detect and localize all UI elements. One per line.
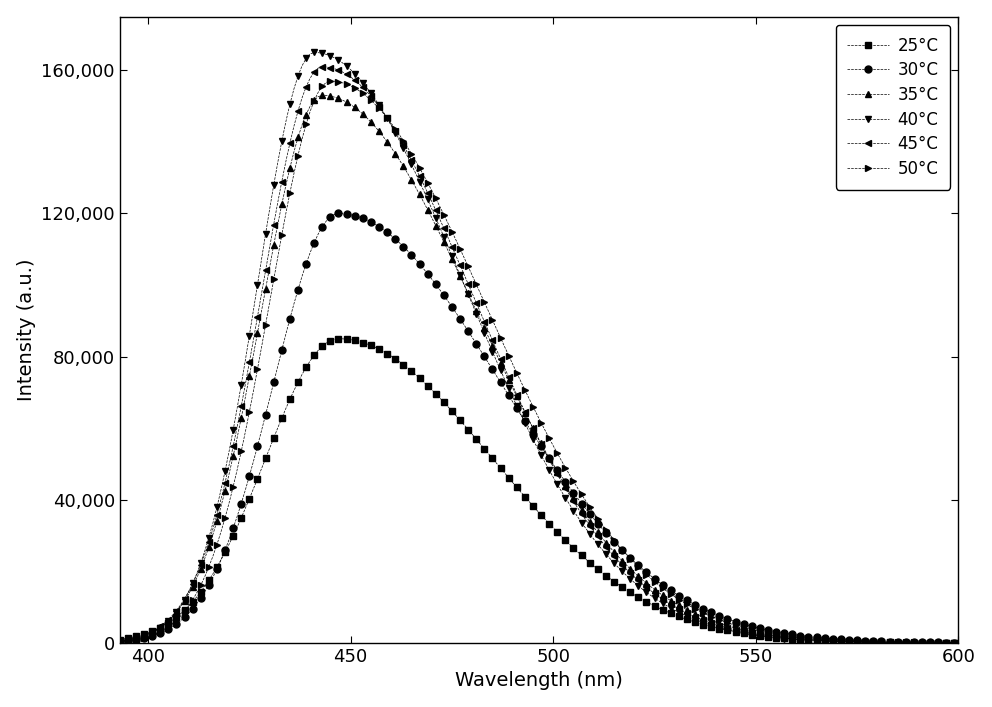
30°C xyxy=(952,638,964,647)
50°C xyxy=(665,590,677,598)
40°C xyxy=(929,638,940,647)
25°C xyxy=(175,609,186,618)
35°C xyxy=(410,183,422,192)
25°C xyxy=(929,638,940,647)
40°C xyxy=(309,48,320,57)
30°C xyxy=(320,217,332,226)
35°C xyxy=(175,602,186,611)
Y-axis label: Intensity (a.u.): Intensity (a.u.) xyxy=(17,259,36,401)
40°C xyxy=(114,637,126,645)
25°C xyxy=(665,609,677,617)
40°C xyxy=(175,602,186,610)
Line: 25°C: 25°C xyxy=(117,336,961,646)
30°C xyxy=(929,638,940,647)
45°C xyxy=(324,64,336,72)
50°C xyxy=(929,638,940,647)
45°C xyxy=(316,62,328,71)
35°C xyxy=(324,92,336,100)
Line: 30°C: 30°C xyxy=(116,210,962,646)
40°C xyxy=(952,638,964,647)
35°C xyxy=(713,619,725,628)
45°C xyxy=(665,600,677,609)
35°C xyxy=(665,597,677,605)
25°C xyxy=(114,636,126,644)
50°C xyxy=(320,78,332,86)
40°C xyxy=(410,169,422,177)
50°C xyxy=(952,638,964,647)
25°C xyxy=(320,339,332,347)
25°C xyxy=(952,638,964,647)
25°C xyxy=(332,334,344,343)
30°C xyxy=(713,612,725,620)
50°C xyxy=(175,612,186,620)
50°C xyxy=(114,637,126,645)
40°C xyxy=(324,52,336,60)
50°C xyxy=(713,616,725,624)
30°C xyxy=(332,209,344,218)
50°C xyxy=(324,77,336,86)
40°C xyxy=(713,624,725,632)
25°C xyxy=(410,370,422,379)
35°C xyxy=(316,91,328,100)
35°C xyxy=(114,636,126,645)
35°C xyxy=(952,638,964,647)
30°C xyxy=(175,617,186,625)
45°C xyxy=(175,601,186,609)
45°C xyxy=(114,636,126,645)
40°C xyxy=(665,604,677,612)
45°C xyxy=(929,638,940,647)
35°C xyxy=(929,638,940,647)
Line: 35°C: 35°C xyxy=(116,92,962,646)
45°C xyxy=(952,638,964,647)
Line: 50°C: 50°C xyxy=(116,78,962,646)
45°C xyxy=(410,164,422,173)
25°C xyxy=(713,624,725,633)
30°C xyxy=(114,637,126,645)
Line: 40°C: 40°C xyxy=(116,49,962,646)
45°C xyxy=(713,621,725,630)
Legend: 25°C, 30°C, 35°C, 40°C, 45°C, 50°C: 25°C, 30°C, 35°C, 40°C, 45°C, 50°C xyxy=(835,25,950,189)
X-axis label: Wavelength (nm): Wavelength (nm) xyxy=(455,672,623,690)
30°C xyxy=(665,586,677,595)
Line: 45°C: 45°C xyxy=(116,64,962,646)
30°C xyxy=(410,255,422,264)
50°C xyxy=(410,156,422,165)
